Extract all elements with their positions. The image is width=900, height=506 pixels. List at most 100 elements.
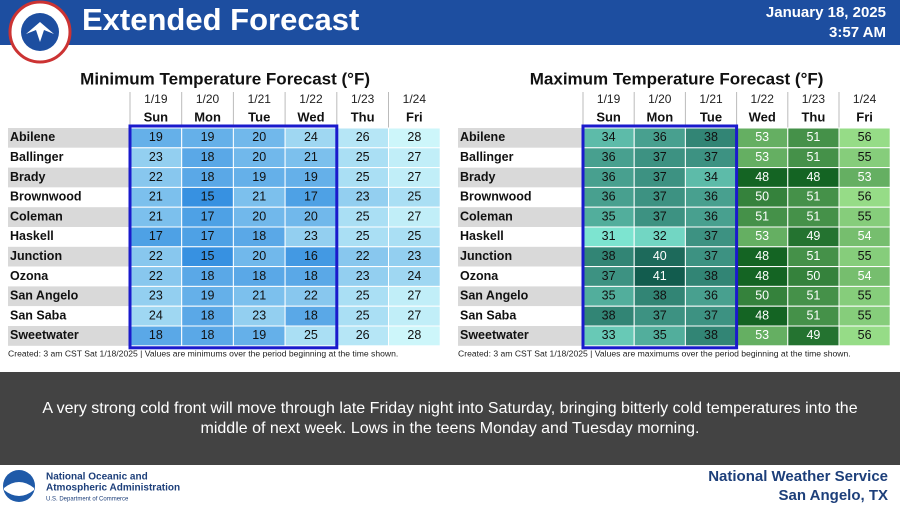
value-text: 19 (252, 170, 266, 184)
value-text: 38 (653, 289, 667, 303)
value-text: 17 (201, 229, 215, 243)
value-text: 37 (704, 229, 718, 243)
value-text: 33 (602, 328, 616, 342)
value-text: 18 (304, 308, 318, 322)
value-text: 16 (304, 249, 318, 263)
row-name-cell (8, 207, 130, 227)
value-text: 37 (653, 150, 667, 164)
column-date: 1/20 (196, 92, 220, 106)
value-text: 55 (858, 209, 872, 223)
value-text: 36 (602, 170, 616, 184)
value-text: 37 (653, 308, 667, 322)
row-name-cell (458, 207, 583, 227)
nws-logo-mark (26, 22, 54, 42)
value-text: 18 (201, 328, 215, 342)
value-text: 48 (755, 308, 769, 322)
column-date: 1/22 (299, 92, 323, 106)
value-text: 49 (806, 229, 820, 243)
value-text: 18 (201, 170, 215, 184)
value-text: 51 (755, 209, 769, 223)
agency-line2: Atmospheric Administration (46, 483, 180, 494)
value-text: 53 (755, 328, 769, 342)
value-text: 55 (858, 308, 872, 322)
value-text: 20 (252, 209, 266, 223)
value-text: 32 (653, 229, 667, 243)
row-name: Ballinger (10, 150, 64, 164)
value-text: 21 (252, 289, 266, 303)
value-text: 53 (858, 170, 872, 184)
column-day: Tue (700, 109, 722, 124)
value-text: 51 (806, 130, 820, 144)
summary-band (0, 372, 900, 465)
value-text: 48 (755, 170, 769, 184)
value-text: 25 (356, 170, 370, 184)
column-date: 1/19 (144, 92, 168, 106)
row-name-cell (458, 266, 583, 287)
value-text: 19 (201, 130, 215, 144)
row-name-cell (8, 167, 130, 188)
column-day: Mon (646, 109, 673, 124)
value-text: 51 (806, 249, 820, 263)
row-name-cell (458, 306, 583, 326)
value-text: 36 (704, 289, 718, 303)
value-text: 38 (602, 249, 616, 263)
table-footnote: Created: 3 am CST Sat 1/18/2025 | Values… (8, 348, 398, 358)
row-name: San Angelo (460, 289, 529, 303)
noaa-logo-wave (4, 482, 34, 496)
value-text: 22 (149, 249, 163, 263)
row-name-cell (458, 227, 583, 247)
value-text: 51 (806, 209, 820, 223)
column-date: 1/24 (853, 92, 877, 106)
value-text: 21 (304, 150, 318, 164)
value-text: 25 (356, 308, 370, 322)
value-text: 25 (356, 229, 370, 243)
column-date: 1/23 (351, 92, 375, 106)
value-text: 50 (755, 190, 769, 204)
value-text: 21 (252, 190, 266, 204)
column-date: 1/23 (802, 92, 826, 106)
row-name-cell (8, 147, 130, 168)
value-text: 20 (252, 249, 266, 263)
value-text: 35 (653, 328, 667, 342)
value-text: 21 (149, 209, 163, 223)
value-text: 25 (356, 150, 370, 164)
row-name: Brownwood (460, 190, 532, 204)
row-name: Ballinger (460, 150, 514, 164)
value-text: 36 (602, 190, 616, 204)
value-text: 22 (304, 289, 318, 303)
value-text: 51 (806, 190, 820, 204)
highlight-box (581, 124, 739, 350)
row-name-cell (458, 187, 583, 208)
column-day: Wed (297, 109, 324, 124)
header-title: Extended Forecast (82, 2, 359, 37)
row-name: Brady (460, 170, 495, 184)
value-text: 55 (858, 249, 872, 263)
value-text: 37 (704, 249, 718, 263)
value-text: 55 (858, 289, 872, 303)
row-name-cell (458, 246, 583, 267)
row-name: Haskell (10, 229, 54, 243)
row-name: Haskell (460, 229, 504, 243)
value-text: 48 (806, 170, 820, 184)
value-text: 26 (356, 130, 370, 144)
row-name: Brady (10, 170, 45, 184)
row-name-cell (8, 128, 130, 148)
column-day: Wed (749, 109, 776, 124)
value-text: 28 (407, 328, 421, 342)
value-text: 20 (252, 130, 266, 144)
value-text: 34 (602, 130, 616, 144)
value-text: 23 (252, 308, 266, 322)
column-day: Tue (248, 109, 270, 124)
value-text: 18 (149, 328, 163, 342)
column-date: 1/21 (248, 92, 272, 106)
value-text: 18 (252, 229, 266, 243)
value-text: 18 (252, 269, 266, 283)
column-date: 1/19 (597, 92, 621, 106)
column-date: 1/20 (648, 92, 672, 106)
value-text: 50 (806, 269, 820, 283)
value-text: 15 (201, 190, 215, 204)
column-day: Sun (596, 109, 621, 124)
value-text: 38 (704, 269, 718, 283)
